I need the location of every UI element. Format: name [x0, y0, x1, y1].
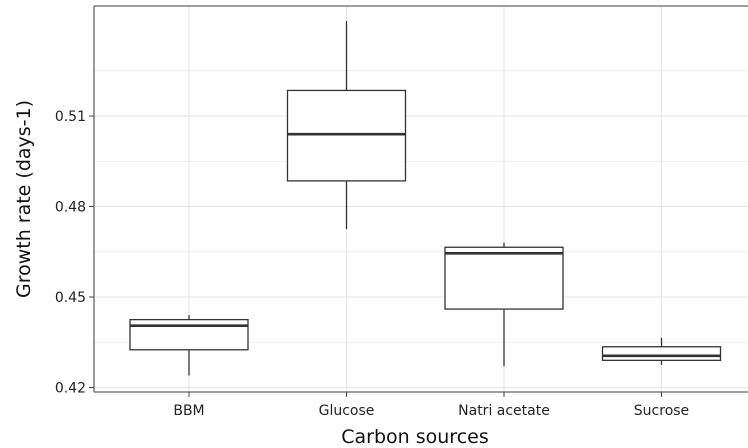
x-axis-ticks: BBM Glucose Natri acetate Sucrose [173, 392, 689, 419]
y-axis-title: Growth rate (days-1) [13, 100, 35, 298]
y-axis-ticks: 0.42 0.45 0.48 0.51 [55, 109, 94, 396]
box-glucose [286, 21, 407, 230]
y-tick-label: 0.42 [55, 380, 86, 396]
x-tick-label: Glucose [319, 403, 375, 419]
box-sucrose [601, 337, 722, 365]
x-tick-label: BBM [173, 403, 204, 419]
box-iqr [444, 246, 564, 310]
x-tick-label: Natri acetate [458, 403, 550, 419]
y-tick-label: 0.51 [55, 109, 86, 125]
y-tick-label: 0.48 [55, 200, 86, 216]
box-natri-acetate [444, 242, 564, 367]
x-axis-title: Carbon sources [341, 426, 488, 448]
y-tick-label: 0.45 [55, 290, 86, 306]
boxes [129, 21, 722, 376]
box-iqr [286, 89, 407, 182]
box-iqr [129, 318, 249, 351]
box-iqr [601, 346, 722, 361]
box-bbm [129, 315, 249, 376]
x-tick-label: Sucrose [634, 403, 689, 419]
